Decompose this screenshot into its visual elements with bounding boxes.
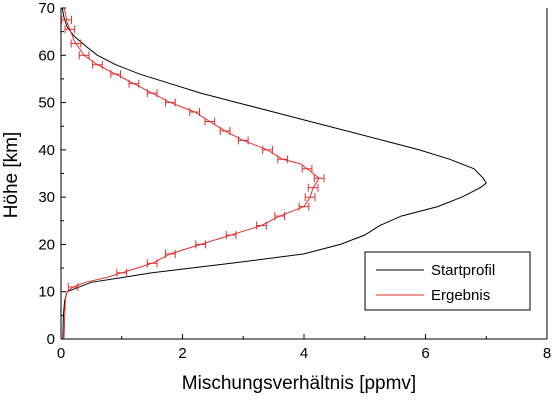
y-tick-label: 60: [38, 47, 55, 64]
axes: [60, 7, 548, 340]
error-bar: [146, 259, 158, 268]
error-bar: [298, 202, 310, 211]
y-tick-label: 70: [38, 0, 55, 17]
error-bar: [92, 60, 103, 69]
error-bar: [301, 164, 313, 173]
x-tick-label: 4: [300, 345, 308, 362]
y-tick-label: 10: [38, 284, 55, 301]
error-bar: [195, 240, 207, 249]
error-bar: [313, 174, 325, 183]
series-layer: [61, 7, 487, 340]
y-axis-title: Höhe [km]: [1, 132, 22, 219]
error-bar: [128, 79, 140, 88]
y-tick-label: 50: [38, 95, 55, 112]
legend-label-startprofil: Startprofil: [431, 262, 495, 279]
y-tick-label: 40: [38, 142, 55, 159]
y-tick-label: 0: [47, 331, 55, 348]
error-bar: [237, 136, 249, 145]
error-bar: [262, 145, 273, 154]
error-bar: [219, 126, 231, 135]
error-bar: [307, 183, 319, 192]
y-tick-label: 30: [38, 189, 55, 206]
error-bar: [164, 249, 176, 258]
error-bar: [189, 108, 201, 117]
error-bar: [64, 25, 76, 34]
legend-box: [364, 251, 531, 311]
error-bar: [164, 98, 176, 107]
series-line-ergebnis: [63, 7, 320, 340]
x-tick-label: 6: [421, 345, 429, 362]
x-tick-label: 0: [57, 345, 65, 362]
error-bar: [277, 155, 289, 164]
x-tick-label: 8: [543, 345, 551, 362]
error-bar: [78, 51, 90, 60]
series-line-startprofil: [61, 7, 487, 340]
error-bar: [116, 268, 128, 277]
legend-label-ergebnis: Ergebnis: [431, 287, 490, 304]
x-tick-label: 2: [178, 345, 186, 362]
y-tick-label: 20: [38, 236, 55, 253]
x-axis-title: Mischungsverhältnis [ppmv]: [182, 373, 416, 394]
error-bar: [274, 212, 286, 221]
tick-labels: 0 2 4 6 8 0 10 20 30 40 50 60 70: [38, 0, 551, 362]
error-bar: [225, 230, 237, 239]
error-bar: [70, 39, 82, 48]
error-bar: [304, 193, 316, 202]
error-bar: [61, 15, 72, 24]
error-bar: [256, 221, 267, 230]
error-bar: [110, 70, 122, 79]
error-bar: [146, 89, 158, 98]
error-bar: [204, 117, 216, 126]
legend: Startprofil Ergebnis: [364, 251, 531, 311]
error-bar: [67, 282, 79, 291]
